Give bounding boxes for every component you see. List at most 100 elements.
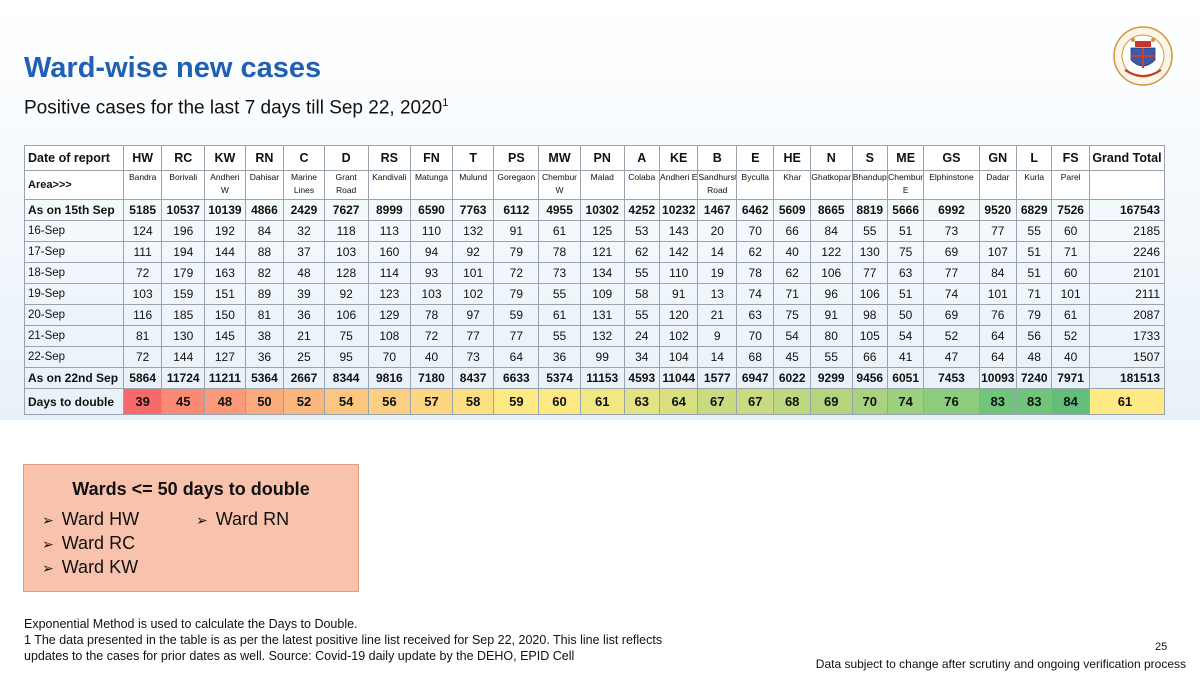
case-count-cell: 64	[493, 346, 540, 368]
case-count-cell: 5185	[122, 199, 163, 221]
area-name-cell: Sandhurst Road	[697, 170, 737, 200]
case-count-cell: 144	[161, 346, 206, 368]
case-count-cell: 8344	[323, 367, 369, 389]
area-name-cell	[1088, 170, 1166, 200]
doubling-days-cell: 58	[451, 388, 495, 415]
case-count-cell: 102	[451, 283, 495, 305]
grand-total-cell: 167543	[1088, 199, 1166, 221]
grand-total-cell: 2111	[1088, 283, 1166, 305]
case-count-cell: 9816	[367, 367, 412, 389]
footnote: Exponential Method is used to calculate …	[24, 616, 662, 664]
case-count-cell: 7180	[410, 367, 453, 389]
area-name-cell: Grant Road	[323, 170, 369, 200]
case-count-cell: 4955	[538, 199, 581, 221]
case-count-cell: 71	[773, 283, 811, 305]
case-count-cell: 79	[493, 241, 540, 263]
case-count-cell: 34	[623, 346, 660, 368]
slide-subtitle: Positive cases for the last 7 days till …	[24, 97, 448, 119]
case-count-cell: 55	[809, 346, 853, 368]
page-number: 25	[1155, 641, 1168, 653]
case-count-cell: 62	[735, 241, 775, 263]
case-count-cell: 142	[658, 241, 699, 263]
case-count-cell: 70	[735, 220, 775, 242]
case-count-cell: 88	[244, 241, 285, 263]
case-count-cell: 132	[579, 325, 625, 347]
days-to-double-row: Days to double 39 45 48 50 52 54 56 57 58 59 60 61 63…	[24, 388, 1166, 415]
case-count-cell: 10302	[579, 199, 625, 221]
case-count-cell: 58	[623, 283, 660, 305]
case-count-cell: 68	[735, 346, 775, 368]
case-count-cell: 6992	[923, 199, 980, 221]
case-count-cell: 111	[122, 241, 163, 263]
doubling-days-cell: 57	[410, 388, 453, 415]
area-name-cell: Chembur W	[538, 170, 581, 200]
ward-column-header: GN	[978, 145, 1018, 171]
case-count-cell: 159	[161, 283, 206, 305]
case-count-cell: 10232	[658, 199, 699, 221]
case-count-cell: 63	[886, 262, 925, 284]
case-count-cell: 51	[1016, 262, 1053, 284]
area-name-cell: Borivali	[161, 170, 206, 200]
row-date-label: 18-Sep	[24, 262, 124, 284]
row-date-label: As on 15th Sep	[24, 199, 124, 221]
case-count-cell: 134	[579, 262, 625, 284]
case-count-cell: 127	[204, 346, 246, 368]
case-count-cell: 55	[538, 283, 581, 305]
case-count-cell: 6022	[773, 367, 811, 389]
case-count-cell: 64	[978, 325, 1018, 347]
days-to-double-label: Days to double	[24, 388, 124, 415]
case-count-cell: 79	[493, 283, 540, 305]
arrow-bullet-icon: ➢	[42, 512, 54, 528]
ward-column-header: PN	[579, 145, 625, 171]
doubling-days-cell: 67	[697, 388, 737, 415]
case-count-cell: 7971	[1051, 367, 1090, 389]
case-count-cell: 50	[886, 304, 925, 326]
doubling-days-cell: 39	[122, 388, 163, 415]
case-count-cell: 5609	[773, 199, 811, 221]
case-count-cell: 124	[122, 220, 163, 242]
case-count-cell: 113	[367, 220, 412, 242]
case-count-cell: 132	[451, 220, 495, 242]
area-name-cell: Andheri E	[658, 170, 699, 200]
ward-column-header: FN	[410, 145, 453, 171]
case-count-cell: 81	[244, 304, 285, 326]
case-count-cell: 61	[1051, 304, 1090, 326]
date-column-header: Date of report	[24, 145, 124, 171]
grand-total-cell: 2087	[1088, 304, 1166, 326]
case-count-cell: 71	[1016, 283, 1053, 305]
table-row: 21-Sep 81 130 145 38 21 75 108 72 77 77 55 132 24 102 9…	[24, 325, 1166, 347]
area-name-cell: Byculla	[735, 170, 775, 200]
case-count-cell: 2429	[283, 199, 325, 221]
case-count-cell: 69	[923, 304, 980, 326]
area-row-label: Area>>>	[24, 170, 124, 200]
ward-column-header: HE	[773, 145, 811, 171]
case-count-cell: 151	[204, 283, 246, 305]
case-count-cell: 131	[579, 304, 625, 326]
box-list-item: ➢ Ward HW	[42, 509, 139, 530]
case-count-cell: 76	[978, 304, 1018, 326]
case-count-cell: 116	[122, 304, 163, 326]
doubling-days-cell: 74	[886, 388, 925, 415]
case-count-cell: 108	[367, 325, 412, 347]
area-names-row: Area>>> Bandra Borivali Andheri W Dahisar Mar…	[24, 170, 1166, 200]
case-count-cell: 78	[735, 262, 775, 284]
case-count-cell: 9520	[978, 199, 1018, 221]
case-count-cell: 61	[538, 304, 581, 326]
case-count-cell: 82	[244, 262, 285, 284]
case-count-cell: 6462	[735, 199, 775, 221]
ward-column-header: HW	[122, 145, 163, 171]
case-count-cell: 8665	[809, 199, 853, 221]
case-count-cell: 72	[410, 325, 453, 347]
case-count-cell: 4866	[244, 199, 285, 221]
case-count-cell: 5864	[122, 367, 163, 389]
case-count-cell: 110	[410, 220, 453, 242]
disclaimer-text: Data subject to change after scrutiny an…	[815, 657, 1186, 671]
case-count-cell: 74	[923, 283, 980, 305]
case-count-cell: 99	[579, 346, 625, 368]
case-count-cell: 19	[697, 262, 737, 284]
area-name-cell: Dadar	[978, 170, 1018, 200]
case-count-cell: 78	[538, 241, 581, 263]
box-list-item: ➢ Ward RC	[42, 533, 135, 554]
case-count-cell: 75	[886, 241, 925, 263]
case-count-cell: 95	[323, 346, 369, 368]
